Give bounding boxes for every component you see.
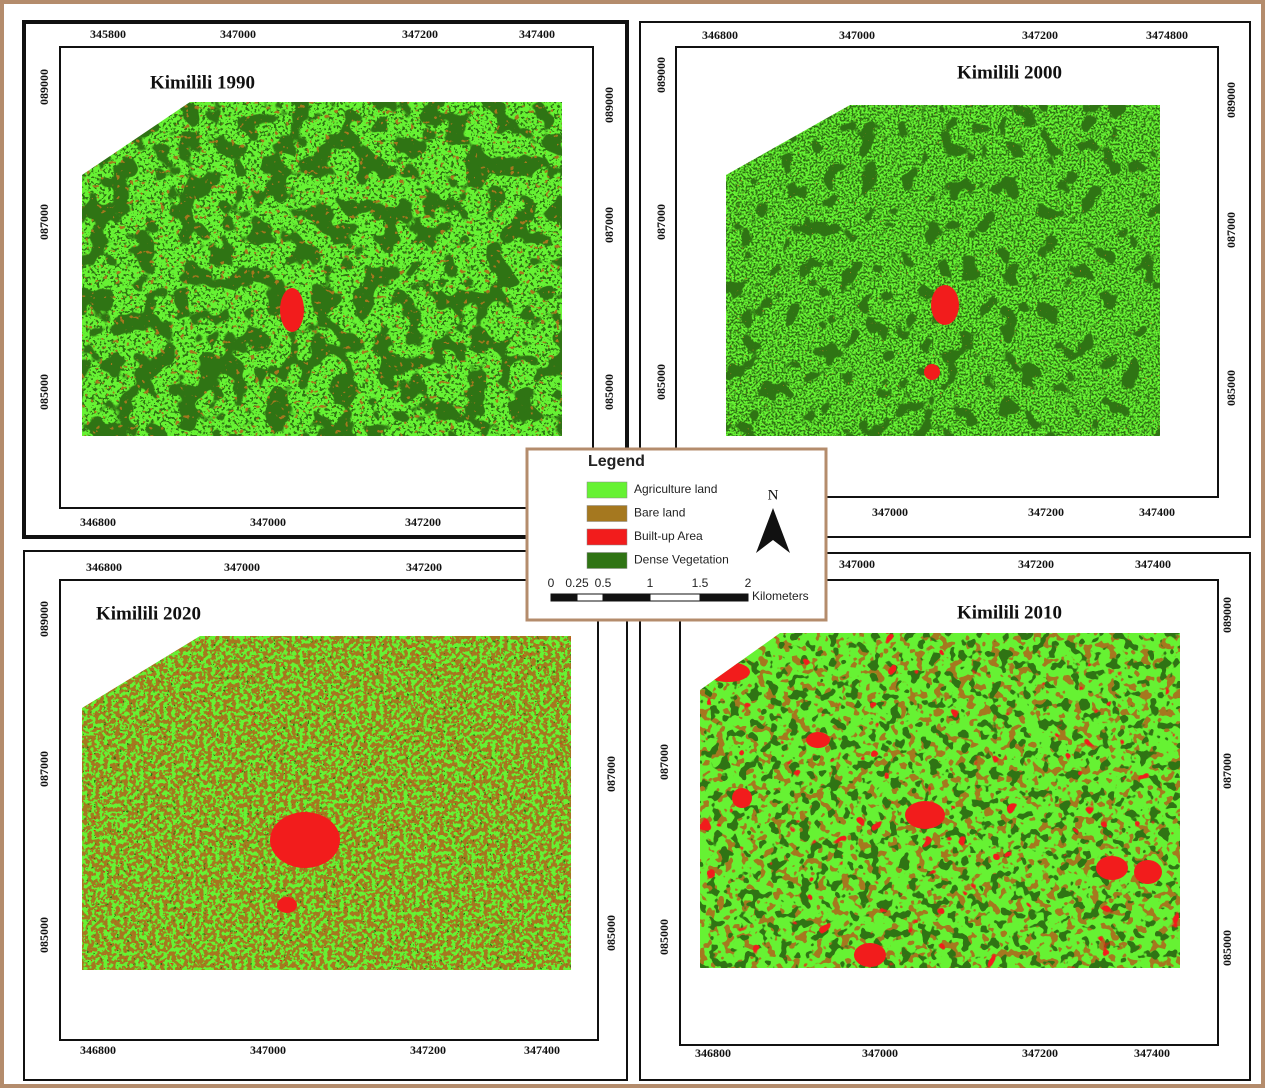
north-label: N [768, 487, 779, 503]
legend-swatch [587, 553, 627, 569]
built-up-patch [270, 812, 340, 868]
scale-label: 0.5 [595, 576, 612, 590]
x-grid-label: 346800 [80, 1043, 116, 1057]
x-grid-label: 347200 [406, 560, 442, 574]
land-cover-raster [700, 633, 1180, 968]
x-grid-label: 347000 [224, 560, 260, 574]
built-up-patch [280, 288, 304, 332]
legend-label: Dense Vegetation [634, 553, 729, 567]
legend-label: Bare land [634, 506, 685, 520]
x-grid-label: 347000 [862, 1046, 898, 1060]
y-grid-label: 085000 [657, 919, 671, 955]
x-grid-label: 347000 [220, 27, 256, 41]
scale-label: 1.5 [692, 576, 709, 590]
y-grid-label: 085000 [37, 917, 51, 953]
scale-bar-segment [551, 594, 577, 601]
x-grid-label: 346800 [695, 1046, 731, 1060]
x-grid-label: 347200 [1028, 505, 1064, 519]
x-grid-label: 347000 [250, 1043, 286, 1057]
y-grid-label: 087000 [654, 204, 668, 240]
x-grid-label: 347200 [405, 515, 441, 529]
legend-swatch [587, 482, 627, 498]
raster [82, 636, 571, 970]
y-grid-label: 087000 [37, 204, 51, 240]
raster [726, 105, 1160, 436]
scale-label: 1 [647, 576, 654, 590]
built-up-patch [732, 788, 752, 808]
scale-label: 0.25 [565, 576, 589, 590]
map-title: Kimilili 2000 [957, 62, 1062, 83]
y-grid-label: 087000 [1220, 753, 1234, 789]
built-up-patch [924, 364, 940, 380]
built-up-patch [931, 285, 959, 325]
y-grid-label: 085000 [1224, 370, 1238, 406]
y-grid-label: 087000 [602, 207, 616, 243]
legend: Legend Agriculture land Bare land Built-up … [527, 449, 826, 620]
map-panel: Kimilili 2020 346800 347000 347200 346800 347… [24, 551, 627, 1080]
x-grid-label: 347400 [1134, 1046, 1170, 1060]
scale-label: 2 [745, 576, 752, 590]
built-up-patch [854, 943, 886, 967]
raster [700, 633, 1180, 968]
legend-title: Legend [588, 453, 645, 470]
built-up-patch [1096, 856, 1128, 880]
y-grid-label: 089000 [602, 87, 616, 123]
scale-label: 0 [548, 576, 555, 590]
legend-swatch [587, 506, 627, 522]
x-grid-label: 346800 [702, 28, 738, 42]
y-grid-label: 089000 [37, 69, 51, 105]
x-grid-label: 347200 [410, 1043, 446, 1057]
y-grid-label: 089000 [654, 57, 668, 93]
scale-unit: Kilometers [752, 589, 809, 603]
raster [82, 102, 562, 436]
y-grid-label: 087000 [37, 751, 51, 787]
x-grid-label: 347200 [1022, 1046, 1058, 1060]
x-grid-label: 347000 [250, 515, 286, 529]
built-up-patch [905, 801, 945, 829]
x-grid-label: 347400 [1139, 505, 1175, 519]
map-title: Kimilili 1990 [150, 72, 255, 93]
legend-label: Built-up Area [634, 529, 703, 543]
y-grid-label: 089000 [37, 601, 51, 637]
x-grid-label: 347400 [519, 27, 555, 41]
built-up-patch [1134, 860, 1162, 884]
built-up-patch [277, 897, 297, 913]
x-grid-label: 347000 [839, 557, 875, 571]
x-grid-label: 347200 [1022, 28, 1058, 42]
y-grid-label: 085000 [37, 374, 51, 410]
y-grid-label: 085000 [602, 374, 616, 410]
x-grid-label: 347200 [1018, 557, 1054, 571]
y-grid-label: 085000 [1220, 930, 1234, 966]
y-grid-label: 085000 [654, 364, 668, 400]
scale-bar-segment [603, 594, 650, 601]
land-cover-raster [82, 636, 571, 970]
figure: Kimilili 1990 345800 347000 347200 347400 346… [0, 0, 1265, 1088]
x-grid-label: 3474800 [1146, 28, 1188, 42]
x-grid-label: 347000 [872, 505, 908, 519]
scale-bar-segment [700, 594, 748, 601]
map-title: Kimilili 2010 [957, 602, 1062, 623]
scale-bar-segment [650, 594, 700, 601]
land-cover-raster [82, 102, 562, 436]
built-up-patch [806, 732, 830, 748]
x-grid-label: 347400 [1135, 557, 1171, 571]
scale-bar-segment [577, 594, 603, 601]
y-grid-label: 087000 [604, 756, 618, 792]
x-grid-label: 345800 [90, 27, 126, 41]
x-grid-label: 346800 [86, 560, 122, 574]
y-grid-label: 087000 [657, 744, 671, 780]
x-grid-label: 346800 [80, 515, 116, 529]
y-grid-label: 089000 [1224, 82, 1238, 118]
legend-label: Agriculture land [634, 482, 717, 496]
x-grid-label: 347200 [402, 27, 438, 41]
legend-swatch [587, 529, 627, 545]
map-panel: Kimilili 2010 347000 347200 347400 346800 347… [640, 553, 1250, 1080]
y-grid-label: 085000 [604, 915, 618, 951]
map-title: Kimilili 2020 [96, 603, 201, 624]
land-cover-raster [726, 105, 1160, 436]
y-grid-label: 089000 [1220, 597, 1234, 633]
y-grid-label: 087000 [1224, 212, 1238, 248]
x-grid-label: 347000 [839, 28, 875, 42]
x-grid-label: 347400 [524, 1043, 560, 1057]
